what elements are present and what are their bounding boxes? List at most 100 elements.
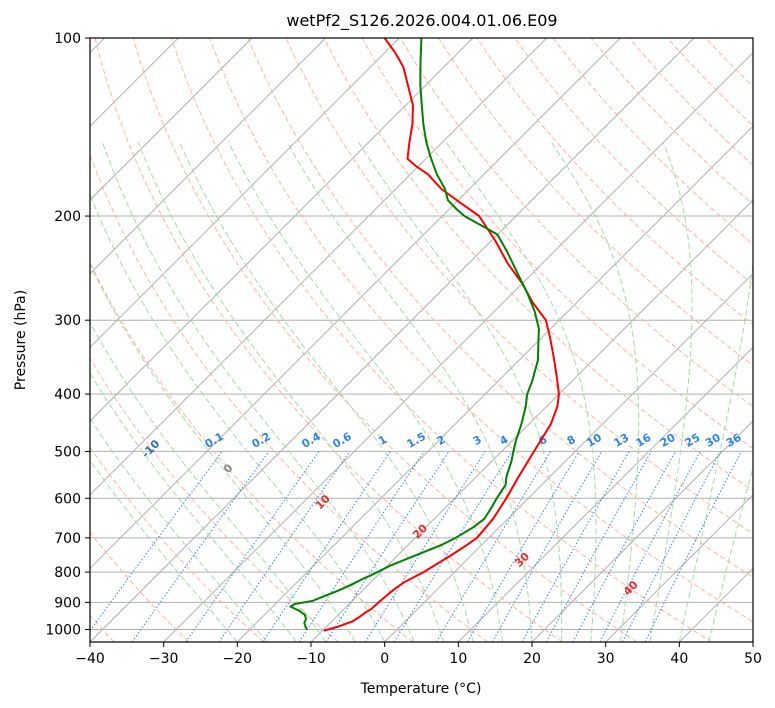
dry-adiabat [170, 38, 712, 642]
mixing-ratio-line [435, 451, 552, 642]
dry-adiabat [247, 38, 753, 578]
moist-adiabat [550, 141, 640, 642]
dry-adiabat [667, 38, 753, 127]
dry-adiabat [90, 531, 190, 642]
mixing-ratio-line [521, 451, 630, 642]
moist-adiabat [678, 259, 753, 642]
x-tick-label: 10 [449, 651, 467, 667]
x-tick-label: −10 [296, 651, 326, 667]
isotherm--90 [90, 38, 327, 275]
isotherm--10 [310, 199, 753, 642]
y-tick-label: 1000 [45, 622, 81, 638]
dry-adiabat [437, 38, 753, 366]
moist-adiabat [179, 141, 474, 642]
isotherm-40 [678, 567, 753, 642]
mixing-ratio-line [545, 451, 652, 642]
isotherm--60 [90, 38, 548, 496]
mixing-ratio-label: 0.6 [330, 430, 354, 451]
mixing-ratio-label: 30 [703, 431, 723, 450]
isotherm--70 [90, 38, 474, 422]
isotherm--50 [90, 38, 621, 570]
adiabat-label: -30 [0, 370, 3, 393]
mixing-ratio-label: 2 [435, 433, 448, 448]
moist-adiabat [358, 141, 563, 642]
adiabat-label: -10 [139, 437, 162, 460]
moist-adiabat [90, 372, 297, 642]
adiabat-label: 30 [512, 550, 532, 570]
isotherm-50 [752, 641, 753, 642]
mixing-ratio-line [644, 451, 742, 642]
y-tick-label: 900 [54, 595, 81, 611]
x-axis-title: Temperature (°C) [360, 681, 482, 697]
mixing-ratio-label: 20 [658, 431, 678, 450]
isotherm-20 [531, 420, 753, 642]
mixing-ratio-line [218, 451, 351, 642]
temperature-line [323, 38, 560, 632]
adiabat-label: -20 [59, 407, 82, 430]
dry-adiabat [399, 38, 753, 408]
mixing-ratio-line [572, 451, 676, 642]
mixing-ratio-label: 1.5 [405, 430, 428, 451]
mixing-ratio-line [298, 451, 425, 642]
series-layer [289, 38, 560, 632]
x-tick-label: 0 [380, 651, 389, 667]
isotherm-0 [384, 272, 753, 642]
dewpoint-line [289, 38, 540, 631]
moist-adiabat [649, 142, 693, 642]
moist-adiabat [228, 141, 503, 642]
dry-adiabat [90, 357, 339, 642]
dry-adiabat [514, 38, 753, 285]
dry-adiabat [209, 38, 753, 623]
x-tick-label: 30 [597, 651, 615, 667]
isotherm--30 [163, 51, 753, 642]
moist-adiabat [137, 142, 445, 642]
dry-adiabat [323, 38, 753, 492]
mixing-ratio-label: 16 [634, 431, 654, 450]
isotherm--80 [90, 38, 400, 349]
mixing-ratio-label: 0.2 [250, 430, 273, 451]
mixing-ratio-label: 1 [376, 433, 389, 448]
y-axis-title: Pressure (hPa) [13, 290, 29, 390]
annotation-layer: 0.10.20.40.611.52346810131620253036-100-… [0, 370, 744, 599]
chart-title: wetPf2_S126.2026.004.01.06.E09 [286, 11, 557, 31]
isotherm--40 [90, 38, 695, 642]
y-tick-label: 700 [54, 531, 81, 547]
moist-adiabat [90, 193, 386, 642]
x-tick-label: −40 [75, 651, 105, 667]
dry-adiabat [90, 446, 264, 642]
moist-adiabat [708, 465, 753, 642]
isotherm-10 [457, 346, 753, 642]
mixing-ratio-line [185, 451, 320, 642]
mixing-ratio-line [467, 451, 580, 642]
y-tick-label: 100 [54, 31, 81, 47]
mixing-ratio-line [131, 451, 270, 642]
mixing-ratio-line [325, 451, 450, 642]
mixing-ratio-label: 3 [471, 433, 484, 448]
y-tick-label: 600 [54, 491, 81, 507]
moist-adiabat [445, 141, 597, 642]
mixing-ratio-line [621, 451, 722, 642]
mixing-ratio-line [599, 451, 701, 642]
mixing-ratio-line [364, 451, 486, 642]
grid-layer [90, 38, 753, 642]
dry-adiabat [90, 153, 488, 642]
moist-adiabat [102, 142, 415, 642]
x-tick-label: 20 [523, 651, 541, 667]
y-tick-label: 400 [54, 387, 81, 403]
moist-adiabat [90, 417, 268, 642]
adiabat-label: 0 [221, 461, 236, 476]
isotherm--100 [90, 38, 253, 201]
mixing-ratio-line [90, 451, 223, 632]
dry-adiabat [94, 38, 563, 642]
y-tick-label: 300 [54, 313, 81, 329]
moist-adiabat [90, 321, 327, 642]
mixing-ratio-label: 8 [565, 433, 578, 448]
mixing-ratio-label: 13 [612, 431, 632, 450]
isotherm-30 [605, 493, 753, 642]
dry-adiabat [590, 38, 753, 206]
y-tick-label: 200 [54, 209, 81, 225]
x-tick-label: −30 [149, 651, 179, 667]
moist-adiabat [90, 263, 356, 642]
x-tick-label: 40 [670, 651, 688, 667]
